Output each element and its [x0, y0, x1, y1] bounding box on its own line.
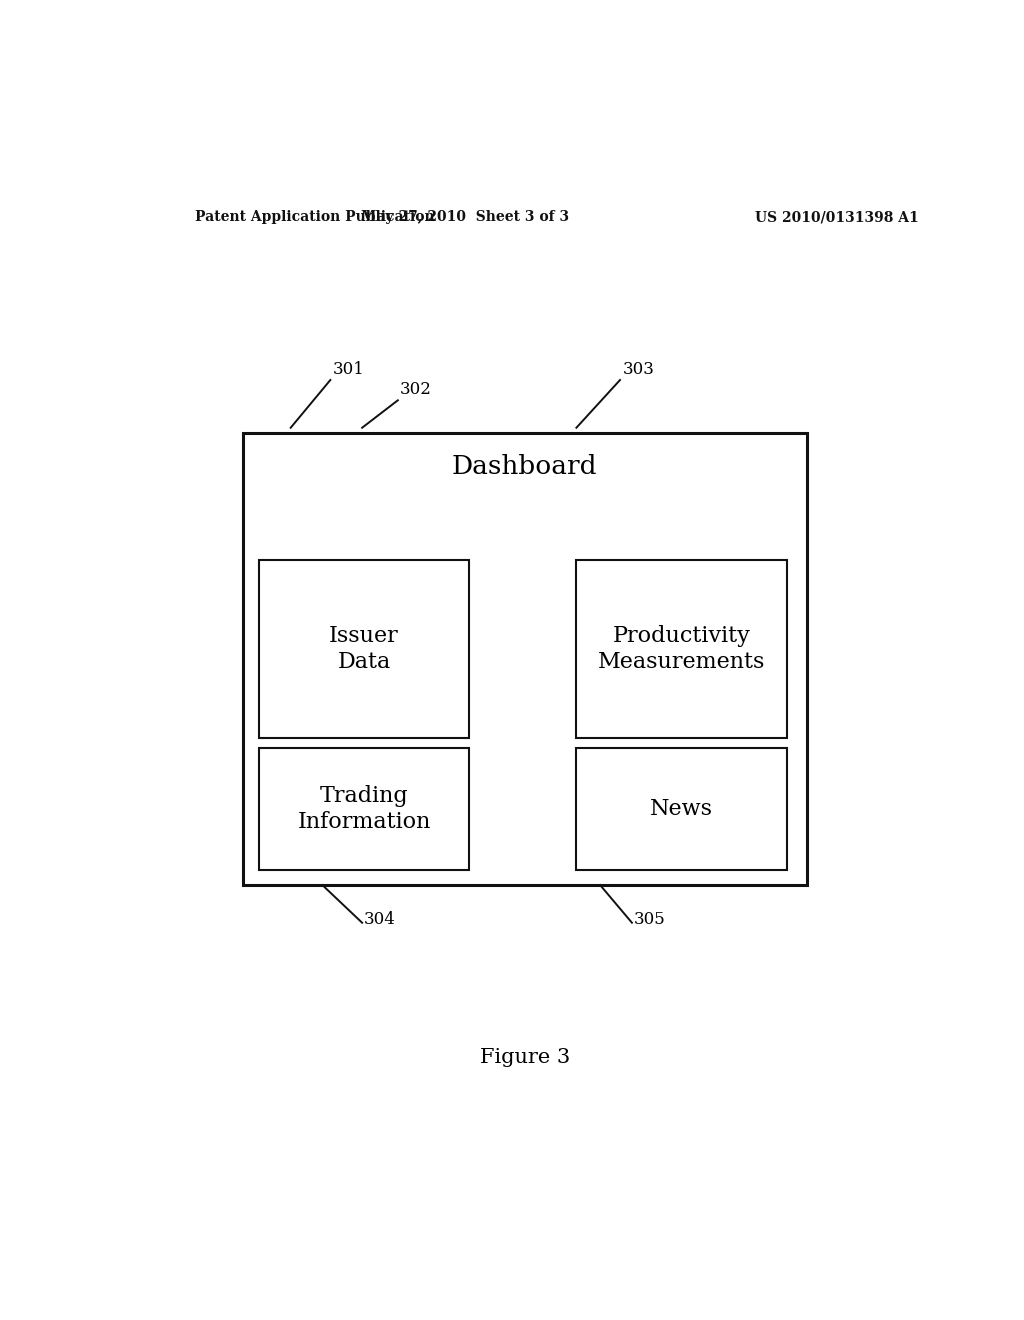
Text: Issuer
Data: Issuer Data [330, 626, 399, 672]
Text: 302: 302 [400, 381, 432, 399]
Text: Trading
Information: Trading Information [297, 785, 431, 833]
Bar [577, 748, 786, 870]
Text: US 2010/0131398 A1: US 2010/0131398 A1 [755, 210, 919, 224]
Text: News: News [650, 797, 713, 820]
Text: Dashboard: Dashboard [452, 454, 598, 479]
Text: Productivity
Measurements: Productivity Measurements [598, 626, 765, 672]
Bar [243, 433, 807, 886]
Bar [577, 560, 786, 738]
Text: 303: 303 [623, 360, 654, 378]
Text: Figure 3: Figure 3 [479, 1048, 570, 1068]
Bar [259, 560, 469, 738]
Text: 301: 301 [333, 360, 365, 378]
Text: 304: 304 [364, 911, 395, 928]
Text: May 27, 2010  Sheet 3 of 3: May 27, 2010 Sheet 3 of 3 [361, 210, 569, 224]
Bar [259, 748, 469, 870]
Text: Patent Application Publication: Patent Application Publication [196, 210, 435, 224]
Text: 305: 305 [634, 911, 666, 928]
